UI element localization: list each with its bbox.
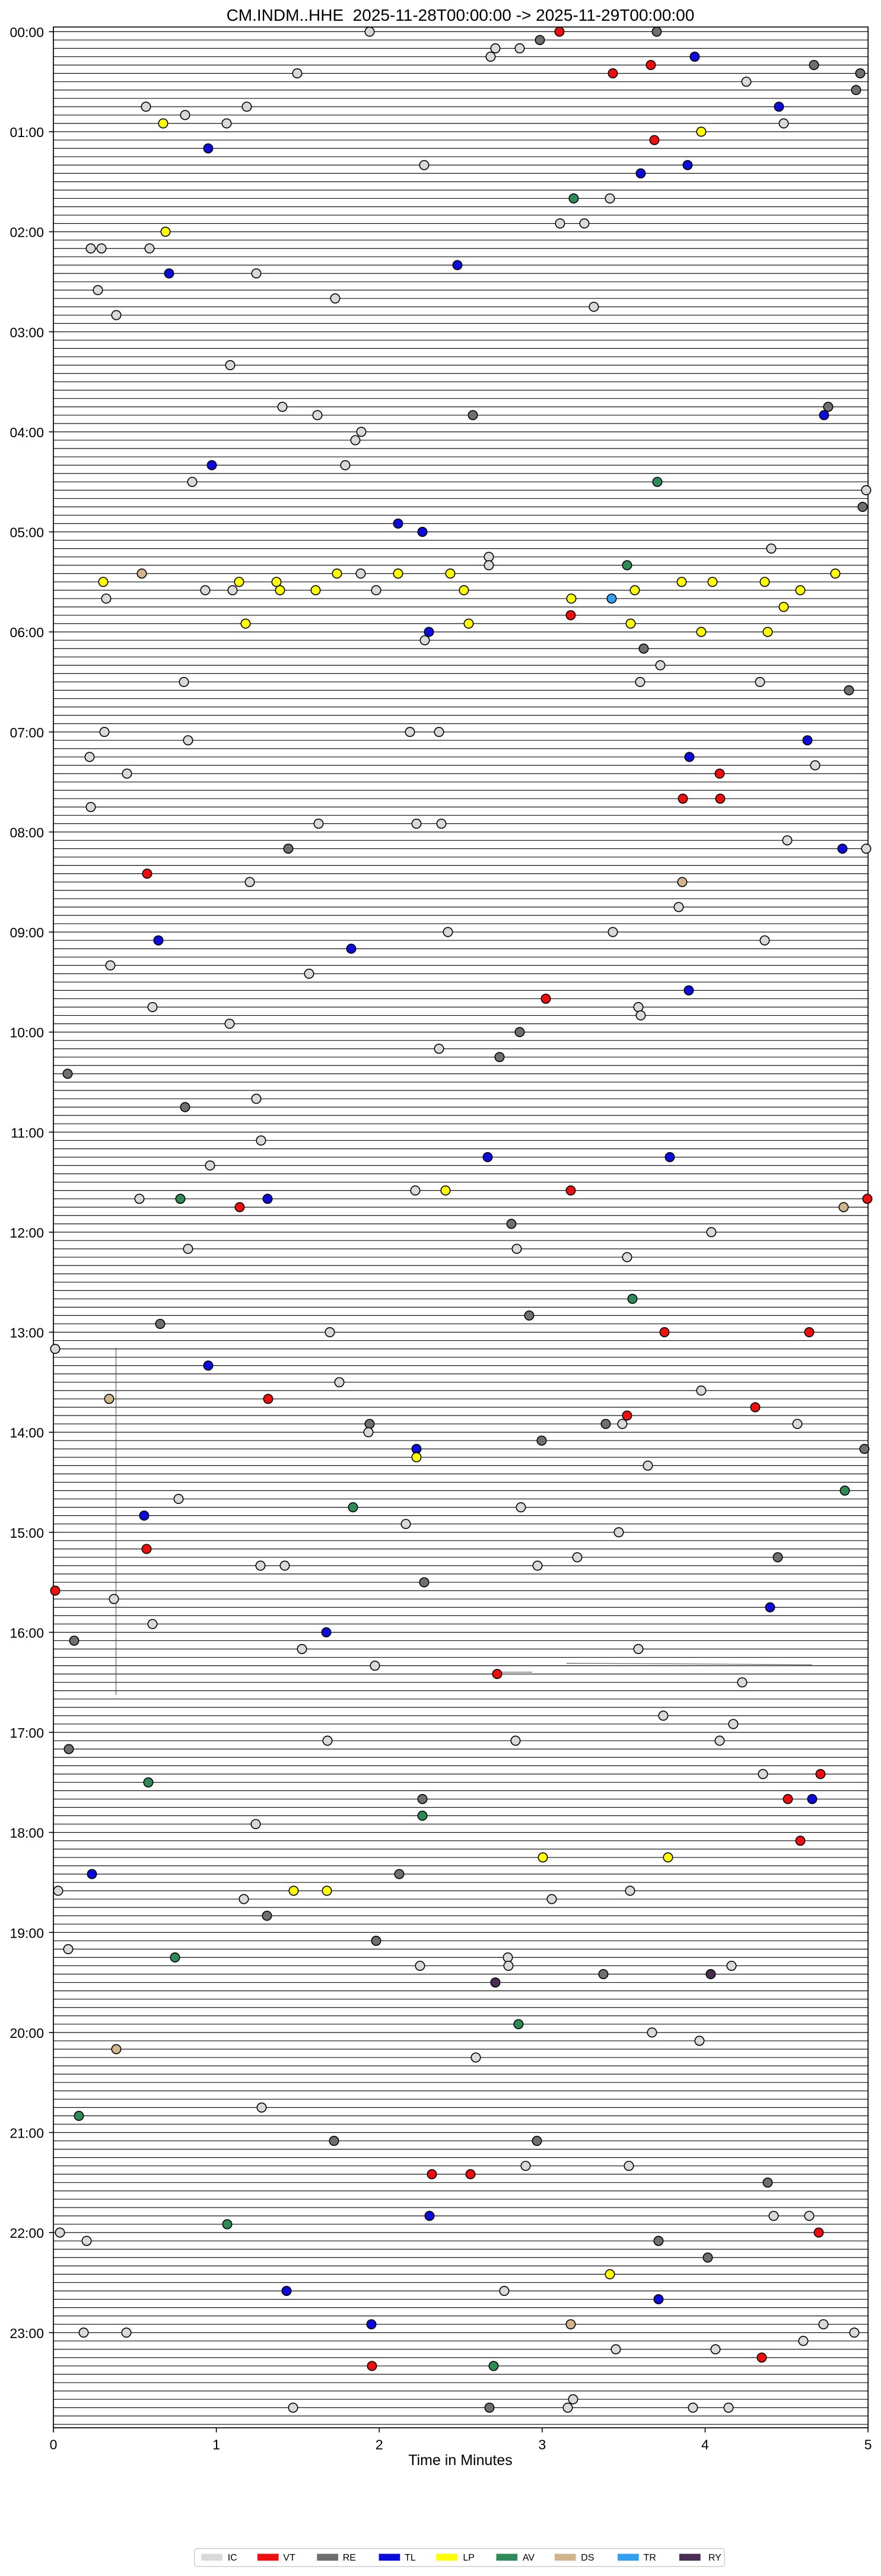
svg-text:0: 0	[50, 2437, 58, 2453]
svg-text:3: 3	[539, 2437, 546, 2453]
svg-text:01:00: 01:00	[9, 125, 44, 140]
svg-text:5: 5	[864, 2437, 872, 2453]
svg-text:03:00: 03:00	[9, 325, 44, 340]
svg-text:21:00: 21:00	[9, 2126, 44, 2141]
svg-text:VT: VT	[283, 2553, 295, 2563]
svg-text:12:00: 12:00	[9, 1225, 44, 1241]
svg-text:22:00: 22:00	[9, 2225, 44, 2241]
svg-text:DS: DS	[581, 2553, 594, 2563]
svg-text:06:00: 06:00	[9, 625, 44, 640]
svg-text:15:00: 15:00	[9, 1525, 44, 1541]
svg-text:LP: LP	[463, 2553, 475, 2563]
svg-text:09:00: 09:00	[9, 925, 44, 940]
svg-text:04:00: 04:00	[9, 425, 44, 440]
svg-text:19:00: 19:00	[9, 1925, 44, 1941]
svg-text:17:00: 17:00	[9, 1725, 44, 1741]
svg-text:07:00: 07:00	[9, 725, 44, 740]
svg-text:08:00: 08:00	[9, 825, 44, 840]
svg-text:TL: TL	[405, 2553, 416, 2563]
svg-text:20:00: 20:00	[9, 2025, 44, 2041]
svg-text:CM.INDM..HHE 2025-11-28T00:00: CM.INDM..HHE 2025-11-28T00:00:00 -> 2025…	[227, 6, 695, 24]
svg-text:13:00: 13:00	[9, 1325, 44, 1341]
svg-text:RE: RE	[343, 2553, 356, 2563]
svg-text:4: 4	[701, 2437, 709, 2453]
svg-text:16:00: 16:00	[9, 1625, 44, 1640]
svg-text:TR: TR	[644, 2553, 656, 2563]
svg-text:00:00: 00:00	[9, 24, 44, 40]
svg-text:IC: IC	[228, 2553, 237, 2563]
svg-text:10:00: 10:00	[9, 1025, 44, 1041]
svg-text:RY: RY	[708, 2553, 721, 2563]
svg-text:14:00: 14:00	[9, 1425, 44, 1440]
svg-text:1: 1	[212, 2437, 220, 2453]
svg-text:23:00: 23:00	[9, 2326, 44, 2341]
svg-text:02:00: 02:00	[9, 225, 44, 240]
svg-text:18:00: 18:00	[9, 1826, 44, 1841]
svg-text:Time in Minutes: Time in Minutes	[408, 2452, 513, 2469]
svg-text:AV: AV	[523, 2553, 535, 2563]
svg-text:2: 2	[376, 2437, 383, 2453]
svg-text:05:00: 05:00	[9, 525, 44, 540]
svg-text:11:00: 11:00	[11, 1125, 44, 1140]
